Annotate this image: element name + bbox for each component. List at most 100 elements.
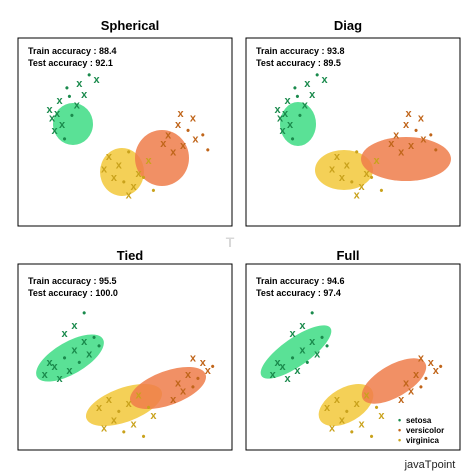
panel-tied: Tied Train accuracy : 95.5 Test accuracy… — [17, 248, 233, 451]
versicolor-point: x — [190, 112, 197, 124]
setosa-point: • — [291, 134, 295, 146]
setosa-point: x — [76, 78, 83, 90]
versicolor-point: x — [403, 377, 410, 389]
setosa-point: • — [97, 340, 101, 352]
setosa-point: • — [65, 82, 69, 94]
setosa-point: x — [71, 344, 78, 356]
versicolor-point: • — [414, 125, 418, 137]
virginica-point: x — [364, 168, 371, 180]
versicolor-point: x — [200, 357, 207, 369]
versicolor-point: x — [398, 147, 405, 159]
versicolor-point: x — [180, 386, 187, 398]
panel-frame — [17, 37, 233, 227]
legend: • setosa • versicolor • virginica — [398, 415, 444, 445]
virginica-point: • — [122, 177, 126, 189]
train-accuracy: Train accuracy : 93.8 — [256, 46, 345, 56]
setosa-point: x — [277, 112, 284, 124]
setosa-point: x — [86, 349, 93, 361]
setosa-point: • — [305, 357, 309, 369]
versicolor-ellipse — [361, 358, 427, 404]
setosa-point: x — [42, 369, 49, 381]
versicolor-point: x — [413, 369, 420, 381]
virginica-point: x — [136, 390, 143, 402]
virginica-point: • — [350, 427, 354, 439]
virginica-point: x — [126, 189, 133, 201]
versicolor-point: • — [419, 381, 423, 393]
setosa-point: x — [287, 119, 294, 131]
setosa-ellipse — [280, 102, 316, 146]
versicolor-point: x — [393, 129, 400, 141]
setosa-point: • — [63, 134, 67, 146]
versicolor-point: • — [191, 381, 195, 393]
setosa-point: x — [81, 89, 88, 101]
versicolor-point: x — [170, 147, 177, 159]
versicolor-point: x — [428, 357, 435, 369]
virginica-point: x — [116, 159, 123, 171]
virginica-point: x — [101, 164, 108, 176]
setosa-point: x — [270, 369, 277, 381]
panel-title: Diag — [334, 18, 362, 33]
setosa-point: x — [299, 320, 306, 332]
setosa-point: x — [322, 74, 329, 86]
versicolor-point: x — [175, 377, 182, 389]
versicolor-ellipse — [135, 130, 189, 186]
setosa-point: • — [293, 82, 297, 94]
legend-marker-virginica: • — [398, 435, 401, 445]
versicolor-point: x — [418, 112, 425, 124]
setosa-point: x — [54, 108, 61, 120]
panel-full: Full Train accuracy : 94.6 Test accuracy… — [245, 248, 461, 451]
panel-title: Spherical — [101, 18, 160, 33]
setosa-point: x — [66, 365, 73, 377]
watermark-t-icon: T — [226, 234, 235, 250]
setosa-point: x — [81, 336, 88, 348]
versicolor-point: • — [434, 144, 438, 156]
setosa-point: x — [289, 328, 296, 340]
versicolor-ellipse — [129, 366, 207, 410]
virginica-point: x — [329, 164, 336, 176]
versicolor-point: • — [186, 125, 190, 137]
setosa-point: • — [320, 332, 324, 344]
virginica-point: x — [150, 410, 157, 422]
versicolor-point: x — [190, 353, 197, 365]
virginica-point: x — [106, 151, 113, 163]
train-accuracy: Train accuracy : 88.4 — [28, 46, 117, 56]
setosa-point: • — [77, 357, 81, 369]
virginica-point: x — [126, 398, 133, 410]
setosa-point: x — [309, 336, 316, 348]
setosa-point: x — [61, 328, 68, 340]
versicolor-point: x — [408, 386, 415, 398]
versicolor-point: • — [196, 373, 200, 385]
virginica-point: x — [145, 155, 152, 167]
setosa-point: • — [310, 307, 314, 319]
virginica-point: x — [101, 423, 108, 435]
virginica-point: x — [324, 402, 331, 414]
virginica-point: • — [142, 172, 146, 184]
setosa-point: • — [325, 340, 329, 352]
virginica-point: • — [151, 185, 155, 197]
virginica-point: x — [131, 181, 138, 193]
versicolor-point: x — [170, 394, 177, 406]
virginica-point: x — [339, 172, 346, 184]
versicolor-point: x — [403, 119, 410, 131]
virginica-point: x — [354, 189, 361, 201]
versicolor-point: x — [418, 353, 425, 365]
versicolor-point: x — [408, 140, 415, 152]
virginica-point: x — [334, 151, 341, 163]
virginica-point: x — [359, 181, 366, 193]
legend-label-virginica: virginica — [406, 436, 439, 445]
versicolor-point: x — [175, 119, 182, 131]
legend-marker-versicolor: • — [398, 425, 401, 435]
panel-spherical: Spherical Train accuracy : 88.4 Test acc… — [17, 18, 233, 227]
versicolor-point: • — [201, 129, 205, 141]
virginica-point: x — [106, 394, 113, 406]
setosa-point: x — [304, 78, 311, 90]
virginica-point: x — [131, 418, 138, 430]
setosa-point: x — [302, 100, 309, 112]
setosa-point: • — [315, 70, 319, 82]
versicolor-point: x — [433, 365, 440, 377]
setosa-point: • — [63, 353, 67, 365]
panel-frame — [17, 263, 233, 451]
panel-frame — [245, 263, 461, 451]
versicolor-point: x — [406, 108, 413, 120]
